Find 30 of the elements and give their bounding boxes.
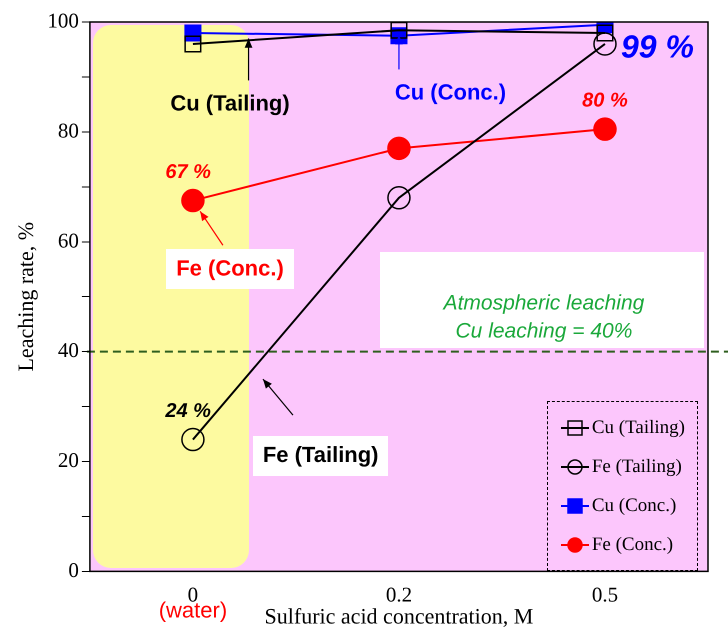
legend-label: Cu (Conc.) <box>592 494 676 517</box>
legend-label: Fe (Conc.) <box>592 534 674 556</box>
y-tick-label: 0 <box>68 558 79 582</box>
y-tick-label: 40 <box>58 338 79 362</box>
annotation: Fe (Tailing) <box>262 442 379 468</box>
point <box>390 22 408 39</box>
ref-line-label: Atmospheric leaching Cu leaching = 40% <box>442 291 645 342</box>
point <box>387 136 411 160</box>
annotation: Fe (Conc.) <box>176 255 284 280</box>
point <box>387 186 411 210</box>
point <box>593 32 617 56</box>
data-label: 80 % <box>582 90 628 112</box>
legend-label: Cu (Tailing) <box>592 416 685 439</box>
y-tick-label: 20 <box>58 448 79 472</box>
point <box>181 188 205 212</box>
point <box>596 24 614 42</box>
y-tick-label: 80 <box>58 118 79 142</box>
legend-label: Fe (Tailing) <box>592 456 682 478</box>
point <box>593 117 617 141</box>
data-label: 67 % <box>165 161 212 184</box>
y-axis-title: Leaching rate, % <box>12 222 38 372</box>
annotation: Cu (Conc.) <box>394 79 506 104</box>
x-tick-label: 0.5 <box>592 582 618 607</box>
data-label: 24 % <box>164 400 212 422</box>
annotation: Cu (Tailing) <box>170 90 290 116</box>
point <box>181 428 205 452</box>
y-tick-label: 100 <box>47 8 79 33</box>
y-tick-label: 60 <box>58 228 79 252</box>
data-label: 99 % <box>620 28 694 65</box>
point <box>184 35 202 53</box>
